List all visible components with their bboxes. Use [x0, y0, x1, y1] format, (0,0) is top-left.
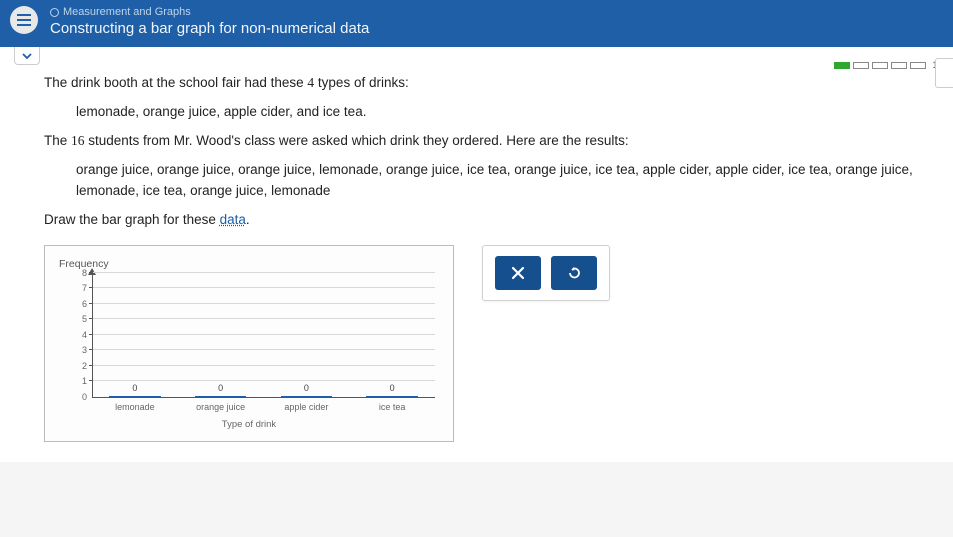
y-tick-mark: [89, 349, 93, 350]
grid-line: [93, 334, 435, 335]
data-link[interactable]: data: [220, 212, 246, 227]
text: The: [44, 133, 71, 148]
instruction: Draw the bar graph for these data.: [44, 210, 929, 231]
work-area: Frequency 012345678 0lemonade0orange jui…: [44, 245, 929, 442]
text: Draw the bar graph for these: [44, 212, 220, 227]
y-tick-label: 2: [82, 360, 87, 374]
breadcrumb: Measurement and Graphs: [50, 6, 943, 18]
y-tick-label: 6: [82, 298, 87, 312]
text: .: [246, 212, 250, 227]
bar[interactable]: [109, 396, 160, 398]
side-panel-toggle[interactable]: [935, 58, 953, 88]
bar[interactable]: [195, 396, 246, 398]
category-label: ice tea: [349, 398, 435, 415]
question-line: The 16 students from Mr. Wood's class we…: [44, 131, 929, 152]
bar-value-label: 0: [349, 382, 435, 396]
progress-segment: [853, 62, 869, 69]
progress-segment: [910, 62, 926, 69]
question-line: The drink booth at the school fair had t…: [44, 73, 929, 94]
lesson-title: Constructing a bar graph for non-numeric…: [50, 20, 943, 37]
progress-segment: [834, 62, 850, 69]
close-icon: [510, 265, 526, 281]
y-tick-mark: [89, 303, 93, 304]
y-tick-label: 8: [82, 267, 87, 281]
x-axis-categories: 0lemonade0orange juice0apple cider0ice t…: [92, 398, 435, 416]
y-axis: 012345678: [75, 274, 89, 398]
results-list: orange juice, orange juice, orange juice…: [44, 160, 929, 202]
y-tick-label: 1: [82, 375, 87, 389]
breadcrumb-label: Measurement and Graphs: [63, 6, 191, 18]
grid-line: [93, 287, 435, 288]
plot-area[interactable]: [92, 274, 435, 398]
bar-chart[interactable]: Frequency 012345678 0lemonade0orange jui…: [44, 245, 454, 442]
bar[interactable]: [366, 396, 417, 398]
category-column[interactable]: 0apple cider: [264, 398, 350, 416]
y-tick-mark: [89, 334, 93, 335]
types-list: lemonade, orange juice, apple cider, and…: [44, 102, 929, 123]
collapse-toggle[interactable]: [14, 47, 40, 65]
grid-line: [93, 272, 435, 273]
category-label: orange juice: [178, 398, 264, 415]
chevron-down-icon: [21, 50, 33, 62]
y-tick-label: 3: [82, 344, 87, 358]
grid-line: [93, 303, 435, 304]
chart-area[interactable]: 012345678 0lemonade0orange juice0apple c…: [75, 274, 439, 416]
progress-segment: [891, 62, 907, 69]
y-tick-label: 0: [82, 391, 87, 405]
text: The drink booth at the school fair had t…: [44, 75, 307, 90]
progress-segment: [872, 62, 888, 69]
action-panel: [482, 245, 610, 301]
grid-line: [93, 365, 435, 366]
bar-value-label: 0: [92, 382, 178, 396]
question-content: The drink booth at the school fair had t…: [0, 47, 953, 462]
text: types of drinks:: [314, 75, 409, 90]
y-axis-label: Frequency: [59, 256, 439, 272]
menu-button[interactable]: [10, 6, 38, 34]
bar[interactable]: [281, 396, 332, 398]
y-tick-label: 4: [82, 329, 87, 343]
count-students: 16: [71, 133, 85, 148]
y-tick-mark: [89, 287, 93, 288]
text: students from Mr. Wood's class were aske…: [85, 133, 629, 148]
category-column[interactable]: 0ice tea: [349, 398, 435, 416]
category-label: lemonade: [92, 398, 178, 415]
category-column[interactable]: 0orange juice: [178, 398, 264, 416]
reset-button[interactable]: [551, 256, 597, 290]
y-tick-mark: [89, 318, 93, 319]
bar-value-label: 0: [178, 382, 264, 396]
category-column[interactable]: 0lemonade: [92, 398, 178, 416]
y-tick-mark: [89, 365, 93, 366]
y-tick-label: 5: [82, 313, 87, 327]
category-label: apple cider: [264, 398, 350, 415]
grid-line: [93, 318, 435, 319]
bar-value-label: 0: [264, 382, 350, 396]
y-tick-mark: [89, 272, 93, 273]
grid-line: [93, 349, 435, 350]
undo-icon: [566, 265, 582, 281]
header-text: Measurement and Graphs Constructing a ba…: [50, 6, 943, 37]
breadcrumb-icon: [50, 8, 59, 17]
y-tick-label: 7: [82, 282, 87, 296]
progress-indicator: 1/3: [834, 60, 945, 70]
x-axis-label: Type of drink: [59, 418, 439, 433]
clear-button[interactable]: [495, 256, 541, 290]
lesson-header: Measurement and Graphs Constructing a ba…: [0, 0, 953, 47]
